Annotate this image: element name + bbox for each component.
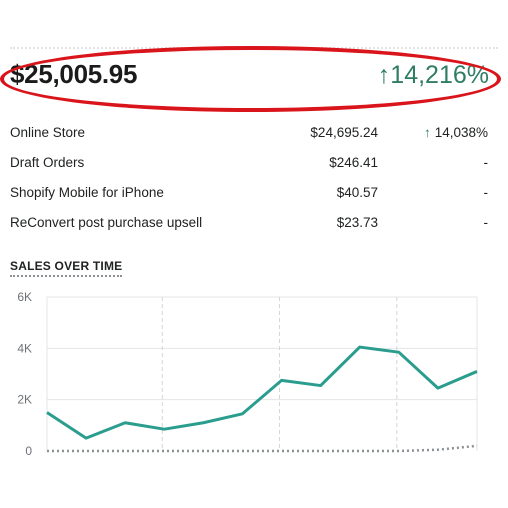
channel-name: ReConvert post purchase upsell <box>10 215 203 230</box>
channel-change-value: - <box>483 155 489 170</box>
channel-change-value: 14,038% <box>434 125 488 140</box>
highlight-circle-annotation <box>0 46 501 112</box>
y-tick-label: 4K <box>17 341 32 355</box>
sales-over-time-chart: 0 2K 4K 6K <box>17 290 478 458</box>
sales-over-time-title[interactable]: SALES OVER TIME <box>10 259 123 277</box>
channel-change-value: - <box>483 185 489 200</box>
chart-grid <box>46 296 478 451</box>
series-line-current <box>46 345 478 440</box>
y-tick-label: 6K <box>17 290 32 304</box>
arrow-up-icon: ↑ <box>423 125 431 140</box>
list-item: Draft Orders $246.41 - <box>10 155 488 175</box>
channel-name: Online Store <box>10 125 86 140</box>
channel-change: ↑ 14,038% <box>424 125 488 140</box>
list-item: Shopify Mobile for iPhone $40.57 - <box>10 185 488 205</box>
y-tick-label: 0 <box>25 444 32 458</box>
channel-value: $40.57 <box>336 185 378 200</box>
chart-series <box>46 345 478 453</box>
list-item: ReConvert post purchase upsell $23.73 - <box>10 215 488 235</box>
channel-value: $246.41 <box>329 155 378 170</box>
channel-value: $24,695.24 <box>310 125 378 140</box>
y-tick-label: 2K <box>17 393 32 407</box>
channel-value: $23.73 <box>336 215 378 230</box>
series-line-comparison <box>47 444 478 453</box>
list-item: Online Store $24,695.24 ↑ 14,038% <box>10 125 488 145</box>
y-axis-ticks: 0 2K 4K 6K <box>17 290 32 458</box>
channel-name: Shopify Mobile for iPhone <box>10 185 164 200</box>
channel-name: Draft Orders <box>10 155 85 170</box>
channel-change-value: - <box>483 215 489 230</box>
